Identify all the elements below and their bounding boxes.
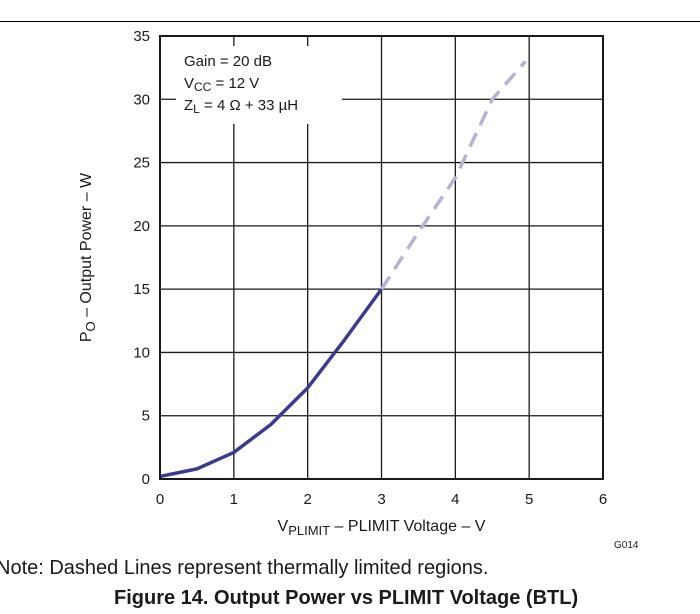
x-tick-label: 3 [377, 491, 385, 508]
figure-caption: Figure 14. Output Power vs PLIMIT Voltag… [114, 587, 579, 609]
x-tick-label: 1 [230, 491, 238, 508]
annotation-line: VCC = 12 V [184, 75, 259, 94]
note-text: Note: Dashed Lines represent thermally l… [0, 557, 489, 579]
y-tick-label: 25 [133, 155, 150, 172]
series-dashed-line [380, 60, 527, 291]
x-axis-label: VPLIMIT – PLIMIT Voltage – V [278, 518, 486, 538]
figure-code: G014 [614, 540, 639, 551]
annotation-box: Gain = 20 dB VCC = 12 V ZL = 4 Ω + 33 µH [176, 46, 342, 124]
x-tick-label: 0 [156, 491, 164, 508]
series-solid-line [159, 288, 383, 479]
y-axis-label: PO – Output Power – W [78, 172, 98, 342]
annotation-line: Gain = 20 dB [184, 53, 272, 70]
series-layer [159, 60, 527, 479]
y-tick-label: 5 [142, 408, 150, 425]
y-tick-label: 35 [133, 28, 150, 45]
x-tick-label: 4 [451, 491, 459, 508]
x-tick-label: 2 [303, 491, 311, 508]
y-tick-label: 20 [133, 218, 150, 235]
top-rule [0, 21, 700, 22]
annotation-line: ZL = 4 Ω + 33 µH [184, 97, 298, 116]
plot-frame [159, 35, 604, 480]
annotation-background [176, 46, 342, 124]
x-tick-label: 5 [525, 491, 533, 508]
output-power-chart: 0 1 2 3 4 5 6 0 5 10 15 20 25 30 35 Gain = 20 dB VCC = … [78, 28, 639, 551]
y-tick-label: 15 [133, 281, 150, 298]
y-tick-label: 0 [142, 471, 150, 488]
y-tick-label: 30 [133, 91, 150, 108]
tick-labels: 0 1 2 3 4 5 6 0 5 10 15 20 25 30 35 [133, 28, 607, 508]
x-tick-label: 6 [599, 491, 607, 508]
y-tick-label: 10 [133, 344, 150, 361]
